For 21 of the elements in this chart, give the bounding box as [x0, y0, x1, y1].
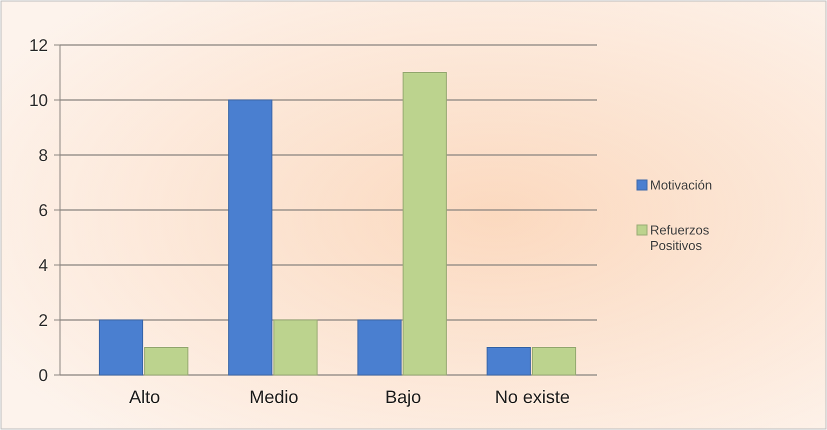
- y-tick-label: 0: [38, 366, 48, 385]
- legend-label: Motivación: [650, 178, 712, 192]
- y-tick-label: 10: [29, 90, 48, 110]
- bar: [402, 72, 447, 376]
- y-tick-label: 8: [38, 146, 48, 165]
- x-tick-label: No existe: [494, 387, 570, 407]
- x-tick-label: Alto: [129, 387, 160, 407]
- bar: [532, 347, 576, 376]
- y-tick-label: 6: [38, 200, 48, 220]
- bar: [144, 347, 188, 376]
- y-tick-label: 4: [38, 256, 48, 275]
- y-tick-label: 12: [29, 36, 48, 55]
- bar: [228, 100, 272, 376]
- legend-label: Refuerzos Positivos: [650, 222, 710, 254]
- bar: [357, 320, 402, 376]
- y-tick-label: 2: [38, 310, 48, 330]
- bar: [486, 347, 531, 376]
- x-tick-label: Bajo: [385, 387, 422, 407]
- x-tick-label: Medio: [249, 387, 298, 407]
- bar: [273, 320, 318, 376]
- bar: [98, 320, 144, 376]
